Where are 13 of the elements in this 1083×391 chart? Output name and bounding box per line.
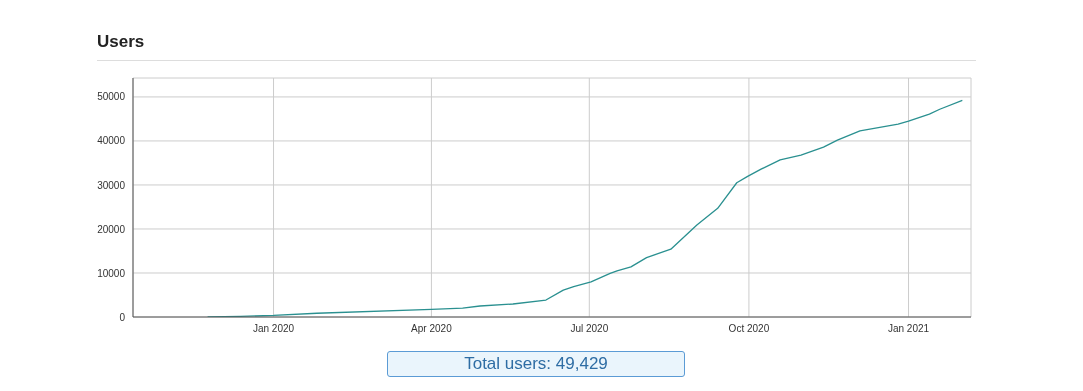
x-tick-label: Apr 2020 xyxy=(411,323,453,335)
y-tick-label: 40000 xyxy=(97,135,126,147)
y-tick-label: 0 xyxy=(119,311,126,323)
x-tick-label: Oct 2020 xyxy=(728,323,770,335)
x-tick-label: Jan 2020 xyxy=(252,323,295,335)
y-tick-label: 30000 xyxy=(97,179,126,191)
y-tick-label: 50000 xyxy=(97,91,126,103)
text: Total users: 49,429 xyxy=(387,351,685,377)
chart-title: Users xyxy=(97,32,976,61)
y-tick-label: 20000 xyxy=(97,223,126,235)
x-tick-label: Jan 2021 xyxy=(887,323,930,335)
y-tick-label: 10000 xyxy=(97,267,126,279)
x-tick-label: Jul 2020 xyxy=(570,323,609,335)
